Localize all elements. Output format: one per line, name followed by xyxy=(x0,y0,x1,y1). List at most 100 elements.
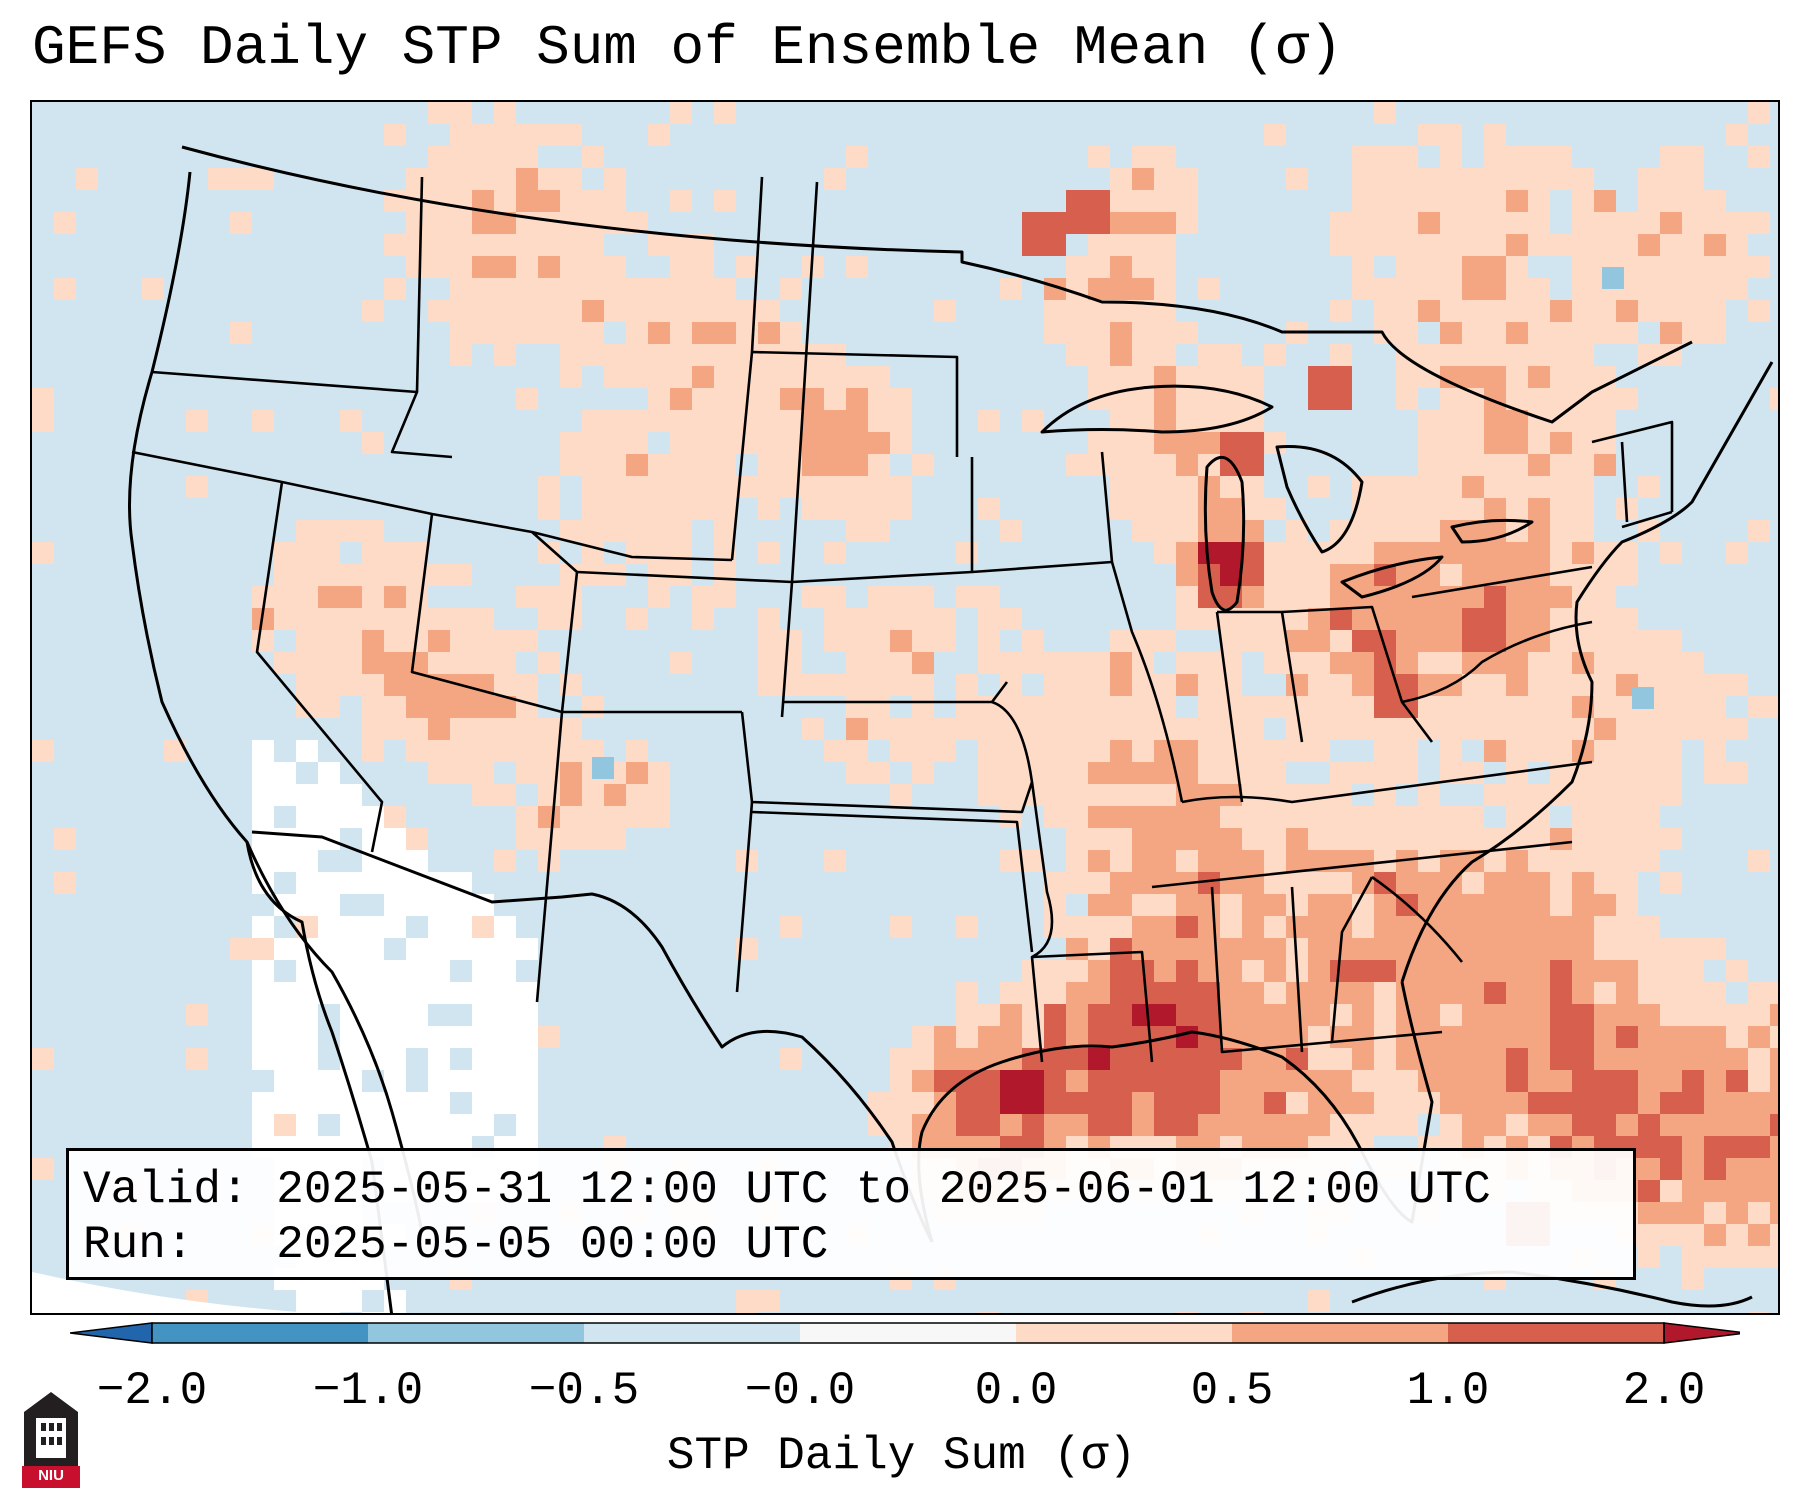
colorbar-tick: 1.0 xyxy=(1406,1365,1490,1417)
heatmap-cell xyxy=(1462,168,1484,190)
map-panel xyxy=(30,100,1780,1315)
heatmap-cell xyxy=(1374,234,1396,256)
heatmap-cell xyxy=(1242,806,1264,828)
heatmap-cell xyxy=(1572,322,1594,344)
heatmap-cell xyxy=(450,740,472,762)
heatmap-cell xyxy=(1462,828,1484,850)
heatmap-cell xyxy=(406,1114,428,1136)
heatmap-cell xyxy=(1066,1114,1088,1136)
heatmap-cell xyxy=(1572,894,1594,916)
heatmap-cell xyxy=(384,124,406,146)
heatmap-cell xyxy=(1044,1092,1066,1114)
heatmap-cell xyxy=(1440,388,1462,410)
heatmap-cell xyxy=(1440,982,1462,1004)
heatmap-cell xyxy=(1396,1004,1418,1026)
heatmap-cell xyxy=(296,1290,318,1312)
heatmap-cell xyxy=(1616,982,1638,1004)
heatmap-cell xyxy=(494,146,516,168)
heatmap-cell xyxy=(1198,498,1220,520)
heatmap-cell xyxy=(428,696,450,718)
heatmap-cell xyxy=(1528,542,1550,564)
heatmap-cell xyxy=(32,388,54,410)
heatmap-cell xyxy=(1242,982,1264,1004)
heatmap-cell xyxy=(956,696,978,718)
heatmap-cell xyxy=(1726,762,1748,784)
heatmap-cell xyxy=(1374,1004,1396,1026)
heatmap-cell xyxy=(1110,190,1132,212)
heatmap-cell xyxy=(1616,388,1638,410)
heatmap-cell xyxy=(1088,960,1110,982)
heatmap-cell xyxy=(362,1004,384,1026)
heatmap-cell xyxy=(1154,806,1176,828)
heatmap-cell xyxy=(1176,916,1198,938)
heatmap-cell xyxy=(494,630,516,652)
heatmap-cell xyxy=(560,190,582,212)
heatmap-cell xyxy=(780,388,802,410)
heatmap-cell xyxy=(1198,960,1220,982)
heatmap-cell xyxy=(1110,894,1132,916)
heatmap-cell xyxy=(1748,1048,1770,1070)
heatmap-cell xyxy=(1550,1048,1572,1070)
heatmap-cell xyxy=(582,234,604,256)
heatmap-cell xyxy=(1638,300,1660,322)
heatmap-cell xyxy=(1748,1224,1770,1246)
heatmap-cell xyxy=(1594,190,1616,212)
heatmap-cell xyxy=(582,564,604,586)
heatmap-cell xyxy=(1044,740,1066,762)
heatmap-cell xyxy=(1110,366,1132,388)
heatmap-cell xyxy=(1682,1136,1704,1158)
heatmap-cell xyxy=(1286,1004,1308,1026)
heatmap-cell xyxy=(1704,696,1726,718)
heatmap-cell xyxy=(428,1092,450,1114)
heatmap-cell xyxy=(252,938,274,960)
heatmap-cell xyxy=(1682,1180,1704,1202)
heatmap-cell xyxy=(1132,234,1154,256)
heatmap-cell xyxy=(670,366,692,388)
colorbar-tick: 0.0 xyxy=(974,1365,1058,1417)
heatmap-cell xyxy=(1660,212,1682,234)
heatmap-cell xyxy=(1418,366,1440,388)
heatmap-cell xyxy=(1528,586,1550,608)
heatmap-cell xyxy=(1088,740,1110,762)
heatmap-cell xyxy=(1374,102,1396,124)
heatmap-cell xyxy=(1396,1070,1418,1092)
heatmap-cell xyxy=(1528,388,1550,410)
heatmap-cell xyxy=(626,520,648,542)
heatmap-cell xyxy=(1572,344,1594,366)
heatmap-cell xyxy=(1242,454,1264,476)
heatmap-cell xyxy=(1682,300,1704,322)
heatmap-cell xyxy=(1110,674,1132,696)
heatmap-cell xyxy=(1484,476,1506,498)
heatmap-cell xyxy=(1660,960,1682,982)
heatmap-cell xyxy=(1286,674,1308,696)
heatmap-cell xyxy=(626,344,648,366)
heatmap-cell xyxy=(1704,1092,1726,1114)
heatmap-cell xyxy=(1484,366,1506,388)
heatmap-cell xyxy=(626,806,648,828)
heatmap-cell xyxy=(978,1312,1000,1313)
heatmap-cell xyxy=(494,674,516,696)
heatmap-cell xyxy=(1242,1070,1264,1092)
heatmap-cell xyxy=(296,1026,318,1048)
heatmap-cell xyxy=(1088,916,1110,938)
heatmap-cell xyxy=(1506,256,1528,278)
heatmap-cell xyxy=(1110,234,1132,256)
heatmap-cell xyxy=(538,608,560,630)
heatmap-cell xyxy=(1594,454,1616,476)
heatmap-cell xyxy=(670,300,692,322)
heatmap-cell xyxy=(1176,740,1198,762)
heatmap-cell xyxy=(912,1048,934,1070)
heatmap-cell xyxy=(1572,850,1594,872)
heatmap-cell xyxy=(296,652,318,674)
colorbar-segment xyxy=(1016,1323,1232,1343)
heatmap-cell xyxy=(384,564,406,586)
heatmap-cell xyxy=(1176,652,1198,674)
heatmap-cell xyxy=(1286,608,1308,630)
heatmap-cell xyxy=(1220,630,1242,652)
heatmap-cell xyxy=(1000,696,1022,718)
heatmap-cell xyxy=(362,300,384,322)
heatmap-cell xyxy=(516,322,538,344)
heatmap-cell xyxy=(1154,1092,1176,1114)
heatmap-cell xyxy=(538,190,560,212)
heatmap-cell xyxy=(1176,894,1198,916)
